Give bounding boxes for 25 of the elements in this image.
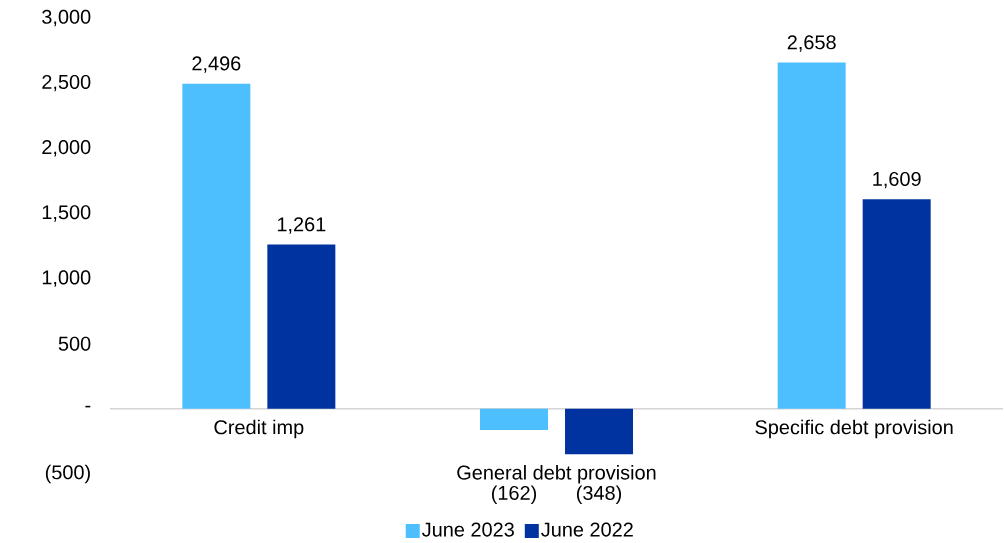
data-label: 1,261 [277, 217, 326, 234]
bar [777, 62, 846, 409]
bar [480, 408, 549, 430]
y-tick-label: - [85, 405, 91, 408]
bar [862, 199, 931, 409]
y-tick-label: 3,000 [42, 9, 91, 27]
y-tick-label: (500) [45, 464, 90, 484]
legend-label: June 2022 [541, 522, 633, 537]
data-label: 2,496 [192, 56, 241, 73]
y-tick-label: 1,500 [42, 204, 91, 222]
data-label: (162) [491, 485, 537, 504]
data-label: (348) [576, 485, 622, 504]
x-tick-label: General debt provision [457, 464, 656, 484]
y-tick-label: 2,500 [42, 74, 91, 92]
y-tick-label: 2,000 [42, 139, 91, 157]
y-tick-label: 1,000 [42, 270, 91, 287]
legend-label: June 2023 [422, 522, 514, 537]
data-label: 1,609 [873, 171, 921, 189]
bar [267, 244, 336, 409]
bar [182, 83, 251, 409]
y-tick-label: 500 [58, 336, 91, 351]
bar [565, 408, 634, 454]
x-tick-label: Credit imp [214, 419, 304, 439]
data-label: 2,658 [787, 35, 836, 52]
x-tick-label: Specific debt provision [755, 419, 953, 439]
